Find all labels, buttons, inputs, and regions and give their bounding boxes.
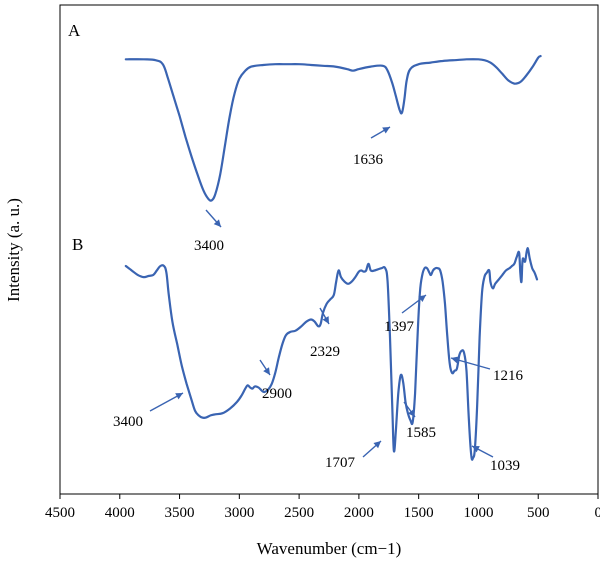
x-tick-label: 4500 bbox=[45, 505, 75, 521]
annotation-arrowhead bbox=[373, 441, 381, 449]
plot-frame bbox=[59, 4, 599, 495]
series-label-b: B bbox=[72, 235, 83, 254]
x-tick-label: 4000 bbox=[105, 505, 135, 521]
annotation-arrowhead bbox=[451, 356, 459, 364]
x-tick-label: 3500 bbox=[165, 505, 195, 521]
annotation-arrowhead bbox=[408, 409, 415, 417]
annotation-label: 2329 bbox=[310, 344, 340, 360]
x-tick-label: 3000 bbox=[224, 505, 254, 521]
annotation-arrowhead bbox=[418, 295, 426, 302]
annotation-arrowhead bbox=[213, 219, 221, 227]
annotation-arrowhead bbox=[322, 316, 329, 324]
x-tick-label: 0 bbox=[595, 505, 600, 521]
series-line-a bbox=[124, 55, 542, 202]
annotation-arrowhead bbox=[175, 393, 183, 400]
annotation-label: 3400 bbox=[113, 414, 143, 430]
annotation-label: 1397 bbox=[384, 319, 415, 335]
annotation-arrowhead bbox=[263, 367, 270, 375]
annotation-label: 3400 bbox=[194, 238, 224, 254]
x-tick-label: 1500 bbox=[404, 505, 434, 521]
annotation-label: 1636 bbox=[353, 152, 384, 168]
x-tick-label: 2500 bbox=[284, 505, 314, 521]
x-axis-title: Wavenumber (cm−1) bbox=[257, 539, 402, 558]
series-label-a: A bbox=[68, 21, 81, 40]
annotation-label: 1707 bbox=[325, 455, 356, 471]
x-tick-label: 500 bbox=[527, 505, 550, 521]
annotation-label: 1216 bbox=[493, 368, 524, 384]
y-axis-title: Intensity (a. u.) bbox=[4, 198, 23, 302]
annotation-label: 1585 bbox=[406, 425, 436, 441]
x-tick-label: 2000 bbox=[344, 505, 374, 521]
annotation-label: 1039 bbox=[490, 458, 520, 474]
annotation-label: 2900 bbox=[262, 386, 292, 402]
annotation-arrowhead bbox=[382, 127, 390, 134]
series-line-b bbox=[124, 247, 539, 461]
x-tick-label: 1000 bbox=[463, 505, 493, 521]
annotation-arrowhead bbox=[472, 446, 480, 453]
